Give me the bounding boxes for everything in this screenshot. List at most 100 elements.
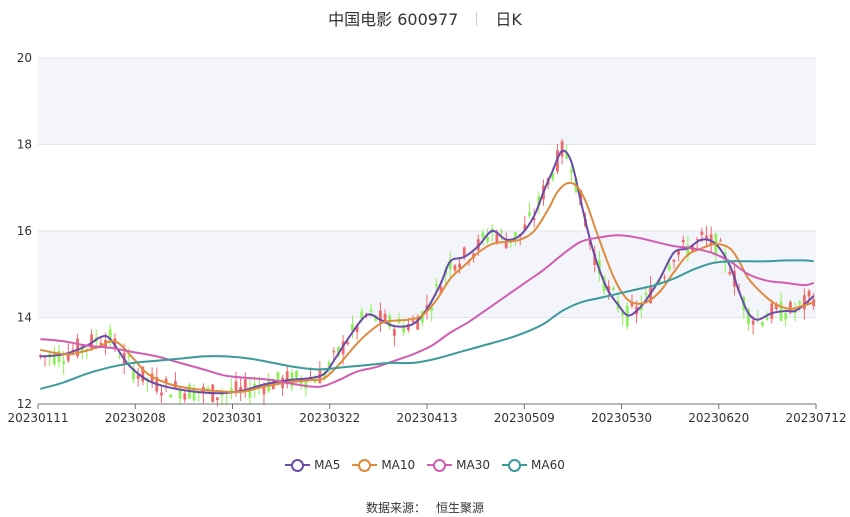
candle-body [719, 240, 722, 242]
candle-body [788, 301, 792, 313]
candle-body [206, 387, 210, 390]
legend-label: MA30 [456, 458, 491, 472]
candle-body [369, 309, 373, 312]
legend-swatch [352, 458, 378, 472]
candle-body [663, 277, 666, 279]
candle-body [672, 259, 676, 262]
plot-grid [38, 57, 816, 405]
candle-body [285, 371, 289, 385]
candle-body [169, 394, 173, 398]
ma-line-ma60 [40, 259, 814, 390]
candle-body [346, 342, 350, 344]
candle-body [434, 284, 438, 287]
candle-body [379, 310, 382, 323]
source-name: 恒生聚源 [436, 501, 485, 515]
source-label: 数据来源： [365, 501, 426, 515]
candle-body [276, 372, 280, 382]
candle-body [770, 303, 774, 320]
legend-item-ma10[interactable]: MA10 [352, 458, 415, 472]
candle-body [430, 307, 434, 311]
x-tick-label: 20230322 [299, 411, 360, 425]
stock-name: 中国电影 600977 [328, 10, 459, 29]
x-tick-label: 20230712 [785, 411, 846, 425]
candle-body [630, 302, 634, 307]
moving-average-lines [40, 149, 815, 395]
candle-body [215, 397, 219, 400]
legend-swatch [285, 458, 311, 472]
candle-body [481, 232, 485, 238]
x-tick-label: 20230413 [396, 411, 457, 425]
y-tick-label: 12 [17, 397, 32, 411]
candle-body [66, 353, 70, 361]
candle-body [593, 253, 597, 265]
candle-body [486, 236, 489, 242]
x-tick-label: 20230111 [7, 411, 68, 425]
candle-body [118, 357, 121, 359]
chart-title: 中国电影 600977 日K [0, 6, 850, 30]
candle-body [360, 311, 364, 319]
ma-line-ma30 [40, 234, 814, 388]
candle-body [323, 372, 326, 379]
data-source: 数据来源： 恒生聚源 [0, 499, 850, 516]
candle-body [686, 245, 690, 256]
candle-body [355, 325, 359, 333]
chart-legend: MA5 MA10 MA30 MA60 [0, 458, 850, 475]
candle-body [551, 173, 555, 180]
candle-body [239, 386, 243, 392]
candle-body [560, 141, 564, 157]
candle-body [229, 388, 233, 392]
candle-body [765, 317, 769, 321]
legend-label: MA10 [381, 458, 416, 472]
candle-body [108, 329, 112, 343]
candle-body [681, 239, 685, 243]
candle-body [532, 218, 536, 221]
candle-body [85, 348, 89, 350]
candle-body [709, 234, 713, 245]
candle-body [99, 342, 103, 345]
title-divider [476, 12, 478, 26]
candle-body [150, 373, 154, 383]
candle-body [160, 392, 163, 396]
x-tick-label: 20230301 [202, 411, 263, 425]
legend-label: MA60 [531, 458, 565, 472]
candle-body [504, 240, 508, 249]
candle-body [178, 389, 182, 399]
candle-body [76, 338, 79, 357]
legend-item-ma5[interactable]: MA5 [285, 458, 340, 472]
legend-item-ma60[interactable]: MA60 [502, 458, 565, 472]
candle-body [248, 389, 252, 398]
candle-body [351, 324, 354, 331]
candle-body [402, 325, 406, 333]
candle-body [295, 370, 298, 378]
candle-body [62, 361, 66, 364]
candle-body [383, 313, 387, 323]
candle-body [220, 394, 224, 396]
candle-body [448, 259, 452, 269]
y-tick-label: 16 [17, 224, 32, 238]
candle-body [775, 304, 778, 310]
ma-line-ma5 [40, 149, 815, 395]
candle-body [761, 321, 764, 326]
candle-body [136, 374, 140, 379]
candle-body [700, 231, 704, 236]
candle-body [565, 153, 569, 159]
candle-body [523, 224, 527, 231]
candle-body [420, 311, 424, 323]
candle-body [374, 315, 378, 321]
legend-item-ma30[interactable]: MA30 [427, 458, 490, 472]
candle-body [802, 295, 806, 310]
candle-body [514, 231, 517, 241]
x-tick-label: 20230620 [688, 411, 749, 425]
candle-body [411, 320, 415, 323]
candle-body [332, 351, 336, 353]
candle-body [90, 334, 93, 349]
candle-body [570, 169, 573, 173]
candle-body [327, 362, 331, 368]
candle-body [406, 324, 410, 331]
candle-body [528, 212, 531, 216]
candle-body [807, 290, 811, 297]
legend-swatch [502, 458, 528, 472]
candle-body [500, 230, 503, 233]
y-tick-label: 18 [17, 138, 32, 152]
